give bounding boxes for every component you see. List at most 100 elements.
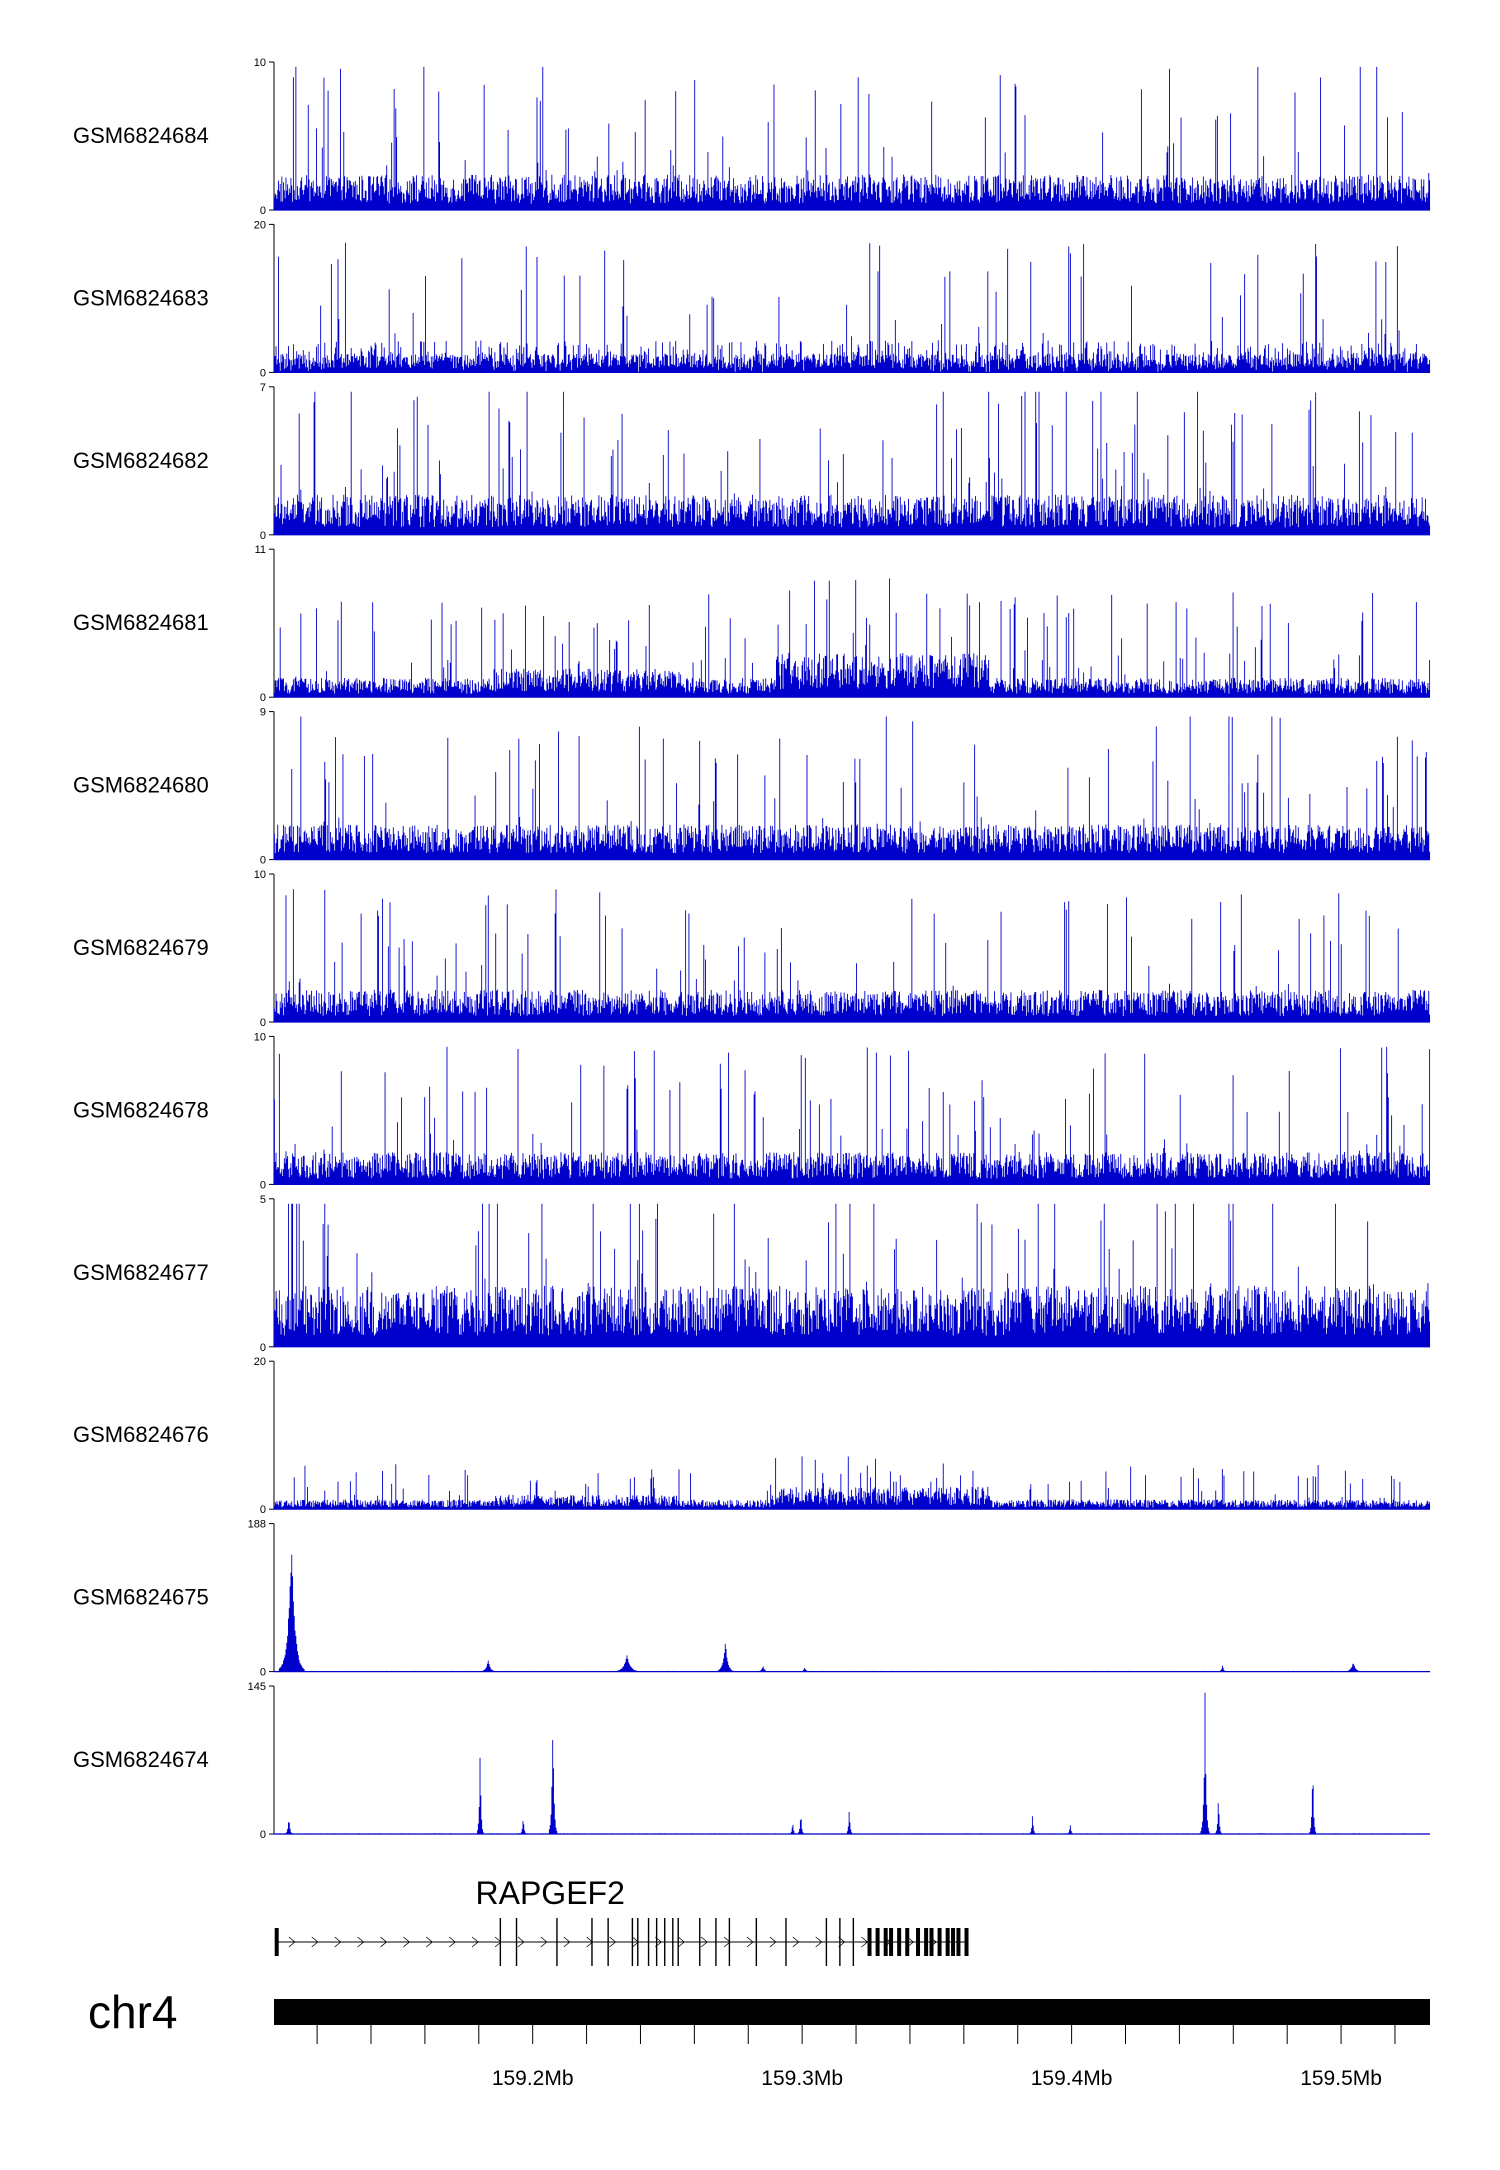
x-tick-label: 159.2Mb xyxy=(492,2067,574,2090)
gene-exon xyxy=(664,1918,666,1966)
strand-arrow xyxy=(517,1936,525,1948)
track-label: GSM6824675 xyxy=(73,1585,209,1610)
y-max-label: 145 xyxy=(248,1681,266,1693)
track-label: GSM6824674 xyxy=(73,1747,209,1772)
gene-exon xyxy=(905,1928,910,1956)
strand-arrow xyxy=(563,1936,571,1948)
track-label: GSM6824682 xyxy=(73,448,209,473)
coverage-signal xyxy=(273,1456,1431,1510)
coverage-signal xyxy=(273,716,1431,860)
y-min-label: 0 xyxy=(260,1504,266,1516)
strand-arrow xyxy=(677,1936,685,1948)
gene-exon xyxy=(964,1928,969,1956)
gene-exon xyxy=(924,1928,929,1956)
y-min-label: 0 xyxy=(260,1179,266,1191)
y-min-label: 0 xyxy=(260,1342,266,1354)
y-max-label: 10 xyxy=(254,57,266,69)
strand-arrow xyxy=(448,1936,456,1948)
y-max-label: 9 xyxy=(260,707,266,719)
y-max-label: 20 xyxy=(254,1356,266,1368)
gene-exon xyxy=(839,1918,841,1966)
strand-arrow xyxy=(311,1936,319,1948)
gene-exon xyxy=(956,1928,961,1956)
gene-exon xyxy=(755,1918,758,1966)
coverage-signal xyxy=(273,1692,1431,1834)
gene-exon xyxy=(274,1928,279,1956)
y-min-label: 0 xyxy=(260,1829,266,1841)
y-min-label: 0 xyxy=(260,530,266,542)
track-label: GSM6824681 xyxy=(73,610,209,635)
gene-exon xyxy=(728,1918,731,1966)
strand-arrow xyxy=(792,1936,800,1948)
strand-arrow xyxy=(609,1936,617,1948)
track-label: GSM6824678 xyxy=(73,1097,209,1122)
x-tick-label: 159.3Mb xyxy=(761,2067,843,2090)
strand-arrow xyxy=(746,1936,754,1948)
strand-arrow xyxy=(380,1936,388,1948)
coverage-signal xyxy=(273,578,1431,698)
strand-arrow xyxy=(426,1936,433,1948)
y-max-label: 5 xyxy=(260,1194,266,1206)
y-min-label: 0 xyxy=(260,367,266,379)
track-label: GSM6824677 xyxy=(73,1260,209,1285)
gene-exon xyxy=(945,1928,950,1956)
strand-arrow xyxy=(471,1936,479,1948)
gene-name-label: RAPGEF2 xyxy=(476,1875,625,1911)
gene-exon xyxy=(852,1918,855,1966)
y-min-label: 0 xyxy=(260,1017,266,1029)
gene-exon xyxy=(715,1918,717,1966)
y-max-label: 7 xyxy=(260,382,266,394)
y-max-label: 10 xyxy=(254,869,266,881)
strand-arrow xyxy=(907,1936,914,1948)
gene-exon xyxy=(875,1928,880,1956)
gene-exon xyxy=(825,1918,828,1966)
y-min-label: 0 xyxy=(260,692,266,704)
strand-arrow xyxy=(334,1936,342,1948)
gene-exon xyxy=(889,1928,894,1956)
coverage-signal xyxy=(273,391,1431,535)
coverage-signal xyxy=(273,889,1431,1022)
y-min-label: 0 xyxy=(260,855,266,867)
chromosome-bar xyxy=(274,1999,1430,2025)
gene-exon xyxy=(883,1928,888,1956)
y-max-label: 188 xyxy=(248,1519,266,1531)
gene-exon xyxy=(867,1928,872,1956)
gene-exon xyxy=(672,1918,674,1966)
track-label: GSM6824679 xyxy=(73,935,209,960)
x-tick-label: 159.4Mb xyxy=(1031,2067,1113,2090)
coverage-signal xyxy=(273,242,1431,373)
gene-exon xyxy=(499,1918,502,1966)
track-label: GSM6824680 xyxy=(73,773,209,798)
gene-exon xyxy=(637,1918,639,1966)
gene-exon xyxy=(515,1918,518,1966)
gene-exon xyxy=(655,1918,658,1966)
chromosome-label: chr4 xyxy=(88,1986,177,2038)
gene-exon xyxy=(677,1918,679,1966)
track-label: GSM6824676 xyxy=(73,1422,209,1447)
coverage-signal xyxy=(273,66,1431,210)
y-min-label: 0 xyxy=(260,1667,266,1679)
track-label: GSM6824684 xyxy=(73,123,209,148)
gene-exon xyxy=(951,1928,956,1956)
coverage-signal xyxy=(273,1554,1431,1672)
gene-exon xyxy=(937,1928,942,1956)
strand-arrow xyxy=(861,1936,869,1948)
gene-exon xyxy=(631,1918,634,1966)
x-tick-label: 159.5Mb xyxy=(1300,2067,1382,2090)
y-max-label: 10 xyxy=(254,1031,266,1043)
strand-arrow xyxy=(769,1936,777,1948)
gene-exon xyxy=(929,1928,934,1956)
strand-arrow xyxy=(700,1936,708,1948)
track-label: GSM6824683 xyxy=(73,285,209,310)
gene-exon xyxy=(897,1928,902,1956)
strand-arrow xyxy=(815,1936,823,1948)
gene-exon xyxy=(916,1928,921,1956)
gene-exon xyxy=(647,1918,650,1966)
gene-exon xyxy=(591,1918,593,1966)
strand-arrow xyxy=(403,1936,411,1948)
y-min-label: 0 xyxy=(260,205,266,217)
strand-arrow xyxy=(540,1936,548,1948)
strand-arrow xyxy=(288,1936,296,1948)
